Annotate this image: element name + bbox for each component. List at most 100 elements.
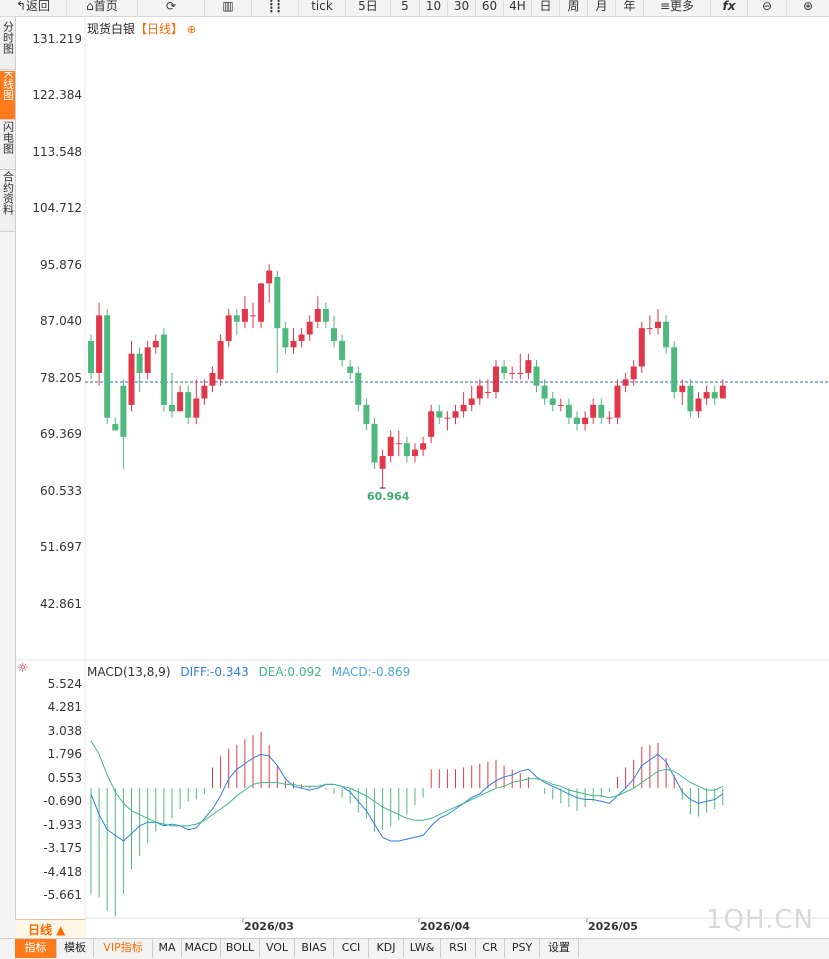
- candle-body: [274, 276, 281, 329]
- candle-body: [322, 308, 329, 322]
- five-day-button[interactable]: 5日: [346, 0, 391, 16]
- candle-body: [517, 372, 524, 374]
- add-indicator-icon[interactable]: ⊕: [186, 23, 197, 36]
- tab-contract-info[interactable]: 合约资料: [0, 171, 15, 232]
- more-button-label: 更多: [670, 0, 695, 13]
- price-tick: 104.712: [32, 201, 82, 215]
- candle-body: [655, 321, 661, 329]
- day-button[interactable]: 日: [532, 0, 560, 16]
- candle-body: [209, 372, 216, 386]
- x-axis-label: 2026/05: [588, 920, 638, 933]
- candle-body: [225, 315, 232, 341]
- candle-body: [719, 385, 726, 399]
- macd-tick: -3.175: [43, 841, 82, 855]
- zoom-out-button[interactable]: ⊖: [748, 0, 787, 16]
- macd-button[interactable]: MACD: [182, 939, 221, 958]
- candle-body: [549, 398, 556, 405]
- candle-body: [314, 308, 321, 322]
- candle-body: [501, 366, 508, 373]
- min30-button[interactable]: 30: [448, 0, 476, 16]
- tick-button[interactable]: tick: [299, 0, 346, 16]
- year-button[interactable]: 年: [616, 0, 644, 16]
- candle-body: [282, 328, 289, 348]
- macd-tick: 5.524: [47, 677, 82, 691]
- price-tick: 69.369: [40, 427, 82, 441]
- candle-body: [387, 436, 394, 457]
- candle-body: [663, 321, 670, 348]
- tab-kline-label: K线图: [1, 71, 15, 101]
- indicator-settings-icon[interactable]: ☼: [17, 661, 29, 676]
- candle-body: [428, 411, 435, 437]
- settings-button[interactable]: 设置: [540, 939, 579, 958]
- tab-time-sharing[interactable]: 分时图: [0, 21, 15, 70]
- candlestick-button[interactable]: ▥: [205, 0, 252, 16]
- tab-kline[interactable]: K线图: [0, 71, 15, 120]
- ohlc-button[interactable]: ┋┋: [252, 0, 299, 16]
- candle-body: [379, 456, 386, 469]
- cr-button[interactable]: CR: [476, 939, 505, 958]
- candle-body: [574, 417, 580, 425]
- macd-dea-line: [90, 740, 724, 827]
- rsi-button[interactable]: RSI: [441, 939, 476, 958]
- period-selector-label[interactable]: 日线 ▲: [28, 923, 66, 937]
- h4-button[interactable]: 4H: [504, 0, 532, 16]
- period-selector[interactable]: [15, 919, 85, 939]
- template-tab[interactable]: 模板: [57, 939, 94, 958]
- candle-body: [104, 315, 111, 418]
- macd-name: MACD(13,8,9): [87, 665, 171, 679]
- macd-legend: MACD(13,8,9) DIFF:-0.343 DEA:0.092 MACD:…: [87, 665, 416, 679]
- price-tick: 42.861: [40, 597, 82, 611]
- low-price-marker: 60.964: [367, 490, 410, 503]
- candle-body: [468, 398, 475, 405]
- price-tick: 78.205: [40, 371, 82, 385]
- candle-body: [169, 404, 175, 412]
- psy-button[interactable]: PSY: [505, 939, 540, 958]
- home-button[interactable]: ⌂首页: [67, 0, 138, 16]
- candle-body: [557, 404, 564, 406]
- candle-body: [193, 398, 200, 418]
- min60-button[interactable]: 60: [476, 0, 504, 16]
- month-button[interactable]: 月: [588, 0, 616, 16]
- menu-icon: ≡: [659, 0, 671, 13]
- candle-body: [347, 366, 354, 373]
- price-tick: 113.548: [32, 145, 82, 159]
- candle-body: [630, 366, 637, 380]
- candle-body: [412, 449, 418, 457]
- kdj-button[interactable]: KDJ: [369, 939, 404, 958]
- zoom-in-button[interactable]: ⊕: [787, 0, 829, 16]
- more-button[interactable]: ≡更多: [644, 0, 711, 16]
- bar-chart-icon: ▥: [222, 0, 234, 13]
- indicator-bar: [0, 938, 829, 959]
- chart-type-sidebar: 分时图 K线图 闪电图 合约资料: [0, 17, 16, 947]
- candle-body: [493, 366, 499, 393]
- cci-button[interactable]: CCI: [334, 939, 369, 958]
- vol-button[interactable]: VOL: [260, 939, 295, 958]
- indicator-tab[interactable]: 指标: [15, 939, 57, 958]
- min10-button[interactable]: 10: [420, 0, 448, 16]
- week-button[interactable]: 周: [560, 0, 588, 16]
- candle-body: [298, 334, 305, 341]
- formula-button[interactable]: fx: [711, 0, 748, 16]
- candle-body: [622, 379, 629, 386]
- macd-tick: 0.553: [47, 771, 82, 785]
- macd-tick: 4.281: [47, 700, 82, 714]
- candle-body: [339, 340, 346, 361]
- bias-button[interactable]: BIAS: [295, 939, 334, 958]
- lw-button[interactable]: LW&: [404, 939, 441, 958]
- period-tag[interactable]: 【日线】: [135, 22, 184, 36]
- min5-button[interactable]: 5: [391, 0, 420, 16]
- boll-button[interactable]: BOLL: [221, 939, 260, 958]
- candle-body: [185, 392, 192, 418]
- back-button[interactable]: ↰返回: [0, 0, 67, 16]
- refresh-button[interactable]: ⟳: [138, 0, 205, 16]
- macd-tick: 1.796: [47, 747, 82, 761]
- price-tick: 60.533: [40, 484, 82, 498]
- candle-body: [541, 385, 548, 399]
- candle-body: [646, 328, 653, 330]
- tab-lightning[interactable]: 闪电图: [0, 121, 15, 170]
- ma-button[interactable]: MA: [153, 939, 182, 958]
- candle-body: [703, 392, 710, 399]
- candle-body: [695, 398, 702, 412]
- vip-indicator-tab[interactable]: VIP指标: [94, 939, 153, 958]
